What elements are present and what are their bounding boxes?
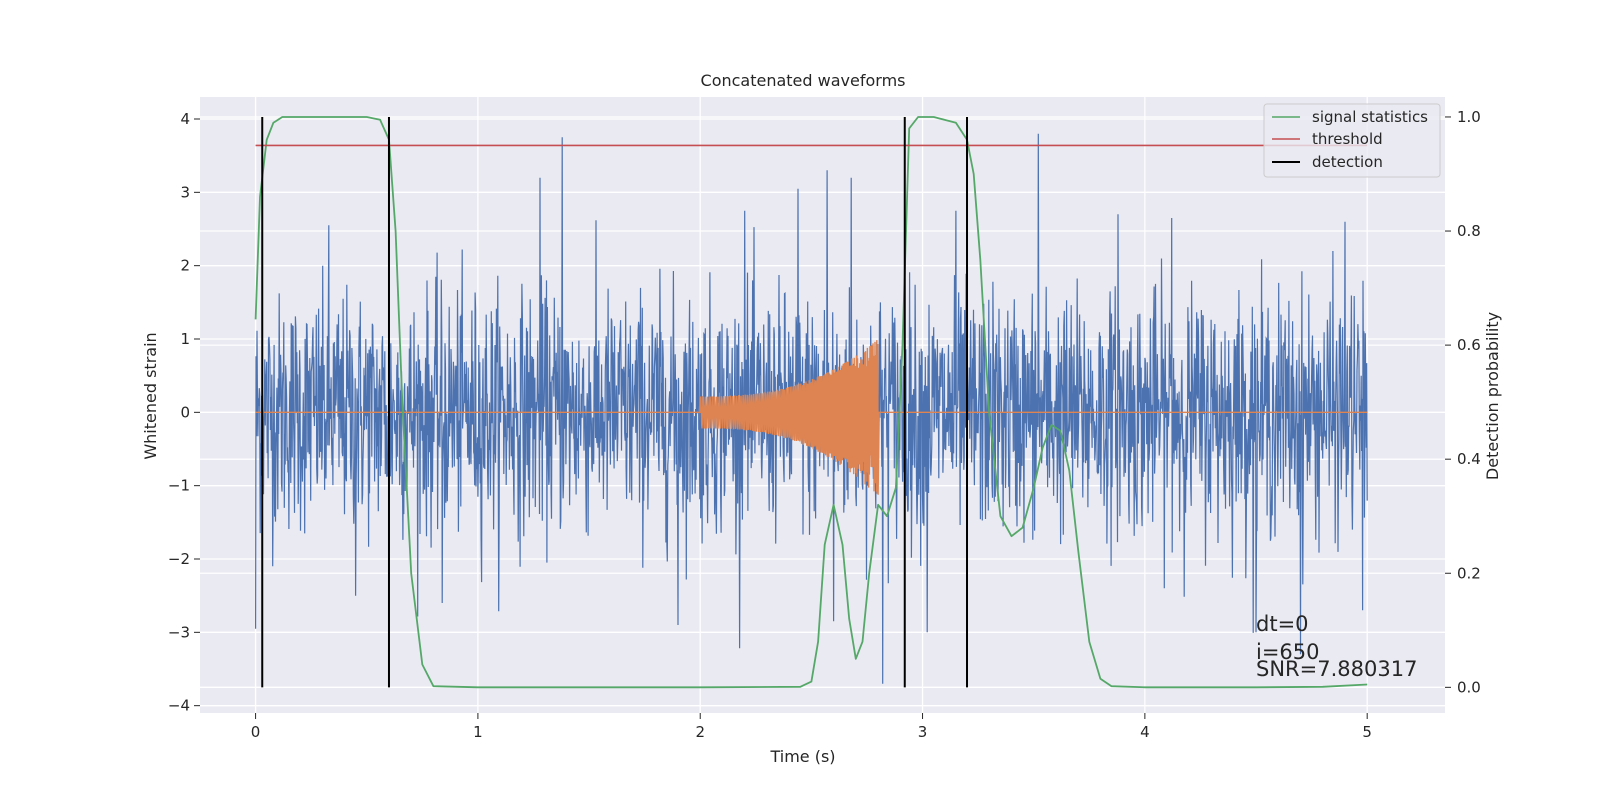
y-tick-label: −1 xyxy=(168,477,190,495)
y-tick-label: 4 xyxy=(180,110,190,128)
x-tick-label: 0 xyxy=(251,723,261,741)
y2-tick-label: 0.0 xyxy=(1457,678,1481,696)
y2-tick-label: 1.0 xyxy=(1457,108,1481,126)
waveform-line xyxy=(255,340,1368,495)
y2-axis-label: Detection probability xyxy=(1483,312,1502,480)
y-axis-label: Whitened strain xyxy=(141,332,160,459)
y2-tick-label: 0.4 xyxy=(1457,450,1481,468)
y2-tick-label: 0.8 xyxy=(1457,222,1481,240)
legend: signal statistics threshold detection xyxy=(1263,103,1441,178)
y-tick-label: 2 xyxy=(180,257,190,275)
y-tick-label: −3 xyxy=(168,623,190,641)
y-tick-label: 3 xyxy=(180,183,190,201)
annotation-snr: SNR=7.880317 xyxy=(1256,657,1417,681)
x-tick-label: 4 xyxy=(1140,723,1150,741)
waveform-series xyxy=(255,340,1368,495)
x-tick-label: 2 xyxy=(695,723,705,741)
y-tick-label: −4 xyxy=(168,697,190,715)
legend-label-threshold: threshold xyxy=(1312,130,1383,148)
chart-title: Concatenated waveforms xyxy=(701,71,906,90)
y-tick-label: 0 xyxy=(180,403,190,421)
detection-series xyxy=(261,116,969,688)
y-tick-label: 1 xyxy=(180,330,190,348)
y-tick-label: −2 xyxy=(168,550,190,568)
signal-statistics-series xyxy=(254,116,1368,689)
y2-tick-label: 0.6 xyxy=(1457,336,1481,354)
x-tick-label: 3 xyxy=(918,723,928,741)
legend-label-detection: detection xyxy=(1312,153,1383,171)
y2-tick-label: 0.2 xyxy=(1457,564,1481,582)
annotation-index: i=650 xyxy=(1256,640,1320,664)
annotations: dt=0 i=650 SNR=7.880317 xyxy=(1256,612,1417,681)
left-axis-ticks: 4 3 2 1 0 −1 −2 −3 −4 xyxy=(168,110,200,715)
legend-label-signal-statistics: signal statistics xyxy=(1312,108,1428,126)
legend-box xyxy=(1263,103,1441,178)
annotation-dt: dt=0 xyxy=(1256,612,1309,636)
right-axis-ticks: 1.0 0.8 0.6 0.4 0.2 0.0 xyxy=(1445,108,1481,696)
bottom-axis-ticks: 0 1 2 3 4 5 xyxy=(251,713,1372,741)
x-axis-label: Time (s) xyxy=(769,747,835,766)
signal-statistics-line xyxy=(254,116,1368,689)
x-tick-label: 5 xyxy=(1362,723,1372,741)
grid xyxy=(200,97,1445,713)
x-tick-label: 1 xyxy=(473,723,483,741)
